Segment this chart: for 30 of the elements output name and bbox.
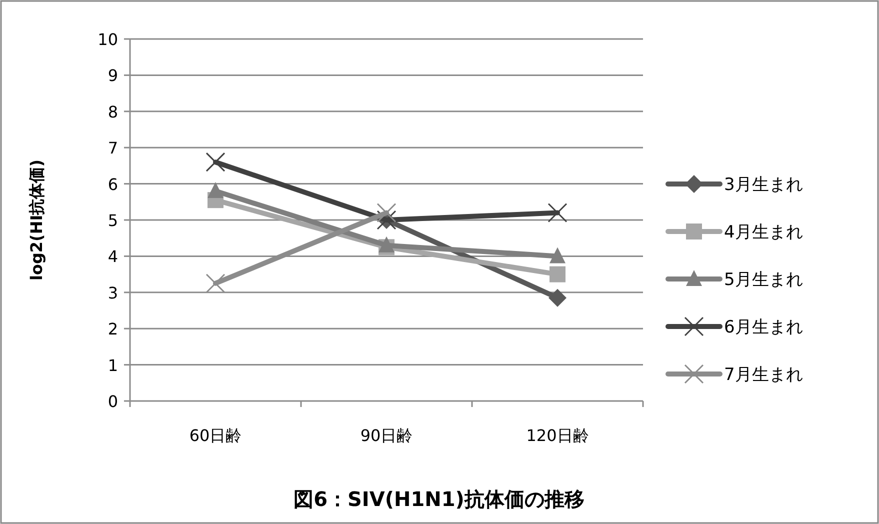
point	[206, 152, 226, 172]
x-tick-label: 120日齢	[526, 426, 589, 445]
y-tick-label: 0	[108, 392, 118, 411]
legend-label: 4月生まれ	[724, 222, 803, 242]
y-tick-label: 10	[98, 30, 118, 49]
point	[376, 203, 396, 223]
y-tick-label: 6	[108, 174, 118, 194]
y-tick-label: 3	[108, 283, 118, 302]
legend-label: 6月生まれ	[724, 318, 803, 338]
y-tick-label: 7	[108, 138, 118, 158]
y-tick-label: 1	[108, 356, 118, 375]
y-tick-label: 5	[108, 211, 118, 230]
point	[550, 266, 566, 282]
point	[378, 236, 394, 252]
x-tick-label: 90日齢	[360, 426, 413, 445]
point	[548, 203, 568, 223]
point	[548, 288, 566, 307]
y-tick-label: 9	[108, 66, 118, 86]
point	[550, 247, 566, 264]
text: 図6：SIV(H1N1)抗体価の推移	[294, 487, 584, 511]
point	[208, 182, 224, 198]
y-tick-label: 8	[108, 102, 118, 122]
y-tick-label: 2	[108, 320, 118, 339]
point	[206, 274, 226, 294]
legend-label: 7月生まれ	[724, 365, 803, 385]
legend-label: 3月生まれ	[724, 175, 803, 195]
legend-label: 5月生まれ	[724, 270, 803, 290]
x-tick-label: 60日齢	[189, 426, 242, 445]
y-axis-title: log2(HI抗体価)	[27, 159, 46, 281]
y-tick-label: 4	[108, 247, 118, 266]
